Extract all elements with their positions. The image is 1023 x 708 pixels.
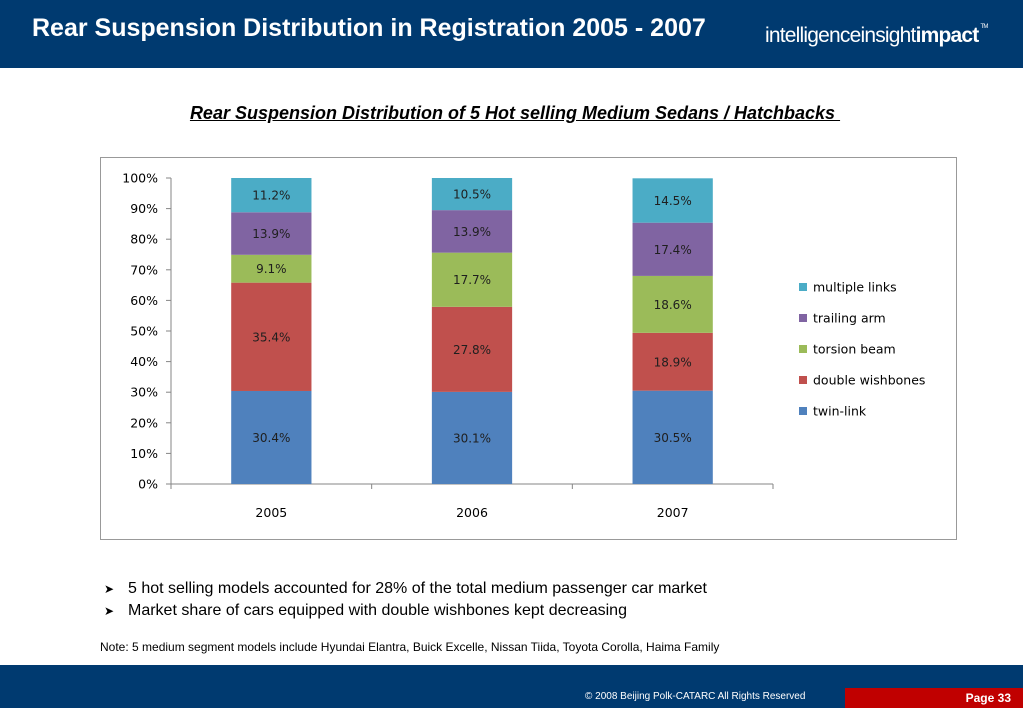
- legend-swatch: [799, 283, 807, 291]
- bar-segment: [231, 178, 312, 213]
- y-tick-label: 100%: [122, 171, 158, 186]
- legend-swatch: [799, 345, 807, 353]
- legend-label: trailing arm: [813, 311, 886, 326]
- data-label: 30.1%: [453, 431, 491, 445]
- data-label: 17.4%: [654, 243, 692, 257]
- bar-segment: [231, 390, 312, 484]
- chart-frame: 0% 10% 20% 30% 40% 50% 60% 70% 80% 90% 100% 2005 30.…: [100, 157, 957, 540]
- legend-label: torsion beam: [813, 342, 896, 357]
- bar-segment: [632, 332, 713, 391]
- data-label: 17.7%: [453, 273, 491, 287]
- y-tick-label: 60%: [130, 293, 158, 308]
- y-tick-label: 30%: [130, 385, 158, 400]
- data-label: 27.8%: [453, 343, 491, 357]
- bullet-text: Market share of cars equipped with doubl…: [128, 602, 627, 619]
- bar-segment: [632, 275, 713, 333]
- bar-segment: [431, 178, 513, 211]
- logo-text-intelligence: intelligence: [765, 24, 861, 47]
- bar-segment: [632, 178, 713, 223]
- y-tick-label: 90%: [130, 201, 158, 216]
- bar-segment: [632, 390, 713, 484]
- legend-swatch: [799, 376, 807, 384]
- bar-segment: [231, 282, 312, 391]
- data-label: 30.4%: [252, 431, 290, 445]
- y-tick-label: 80%: [130, 232, 158, 247]
- x-tick-label: 2005: [255, 505, 287, 520]
- bullet-item: ➤ 5 hot selling models accounted for 28%…: [104, 578, 707, 600]
- copyright-text: © 2008 Beijing Polk-CATARC All Rights Re…: [585, 691, 806, 702]
- page-number-box: Page 33: [845, 688, 1023, 708]
- x-tick-label: 2006: [456, 505, 488, 520]
- data-label: 11.2%: [252, 189, 290, 203]
- bar-segment: [431, 210, 513, 253]
- bar-segment: [632, 222, 713, 276]
- logo-text-impact: impact: [915, 24, 980, 47]
- data-label: 14.5%: [654, 194, 692, 208]
- header-bar: Rear Suspension Distribution in Registra…: [0, 0, 1023, 68]
- slide-title: Rear Suspension Distribution in Registra…: [32, 14, 706, 42]
- logo-text-insight: insight: [860, 24, 916, 47]
- chart-title: Rear Suspension Distribution of 5 Hot se…: [189, 103, 841, 123]
- legend-label: double wishbones: [813, 373, 925, 388]
- arrow-bullet-icon: ➤: [104, 604, 115, 618]
- arrow-bullet-icon: ➤: [104, 582, 115, 596]
- bullet-list: ➤ 5 hot selling models accounted for 28%…: [104, 578, 707, 622]
- data-label: 30.5%: [654, 431, 692, 445]
- legend-swatch: [799, 314, 807, 322]
- data-label: 18.6%: [654, 298, 692, 312]
- page-number: Page 33: [965, 691, 1011, 705]
- legend-label: multiple links: [813, 280, 897, 295]
- bar-segment: [431, 306, 513, 392]
- bar-segment: [231, 254, 312, 283]
- footnote: Note: 5 medium segment models include Hy…: [100, 640, 720, 654]
- y-tick-label: 50%: [130, 324, 158, 339]
- bar-segment: [431, 252, 513, 307]
- data-label: 35.4%: [252, 330, 290, 344]
- company-logo: intelligenceinsightimpact TM: [765, 24, 988, 48]
- bar-segment: [231, 212, 312, 255]
- logo-trademark: TM: [980, 24, 988, 30]
- stacked-bar-chart: 0% 10% 20% 30% 40% 50% 60% 70% 80% 90% 100% 2005 30.…: [122, 171, 925, 521]
- data-label: 9.1%: [256, 262, 287, 276]
- legend-label: twin-link: [813, 404, 867, 419]
- bullet-text: 5 hot selling models accounted for 28% o…: [128, 580, 707, 597]
- data-label: 18.9%: [654, 355, 692, 369]
- y-tick-label: 40%: [130, 354, 158, 369]
- y-tick-label: 20%: [130, 415, 158, 430]
- bar-segment: [431, 391, 513, 484]
- data-label: 10.5%: [453, 188, 491, 202]
- data-label: 13.9%: [453, 225, 491, 239]
- data-label: 13.9%: [252, 227, 290, 241]
- y-tick-label: 0%: [138, 477, 158, 492]
- y-tick-label: 10%: [130, 446, 158, 461]
- bullet-item: ➤ Market share of cars equipped with dou…: [104, 600, 707, 622]
- legend-swatch: [799, 407, 807, 415]
- y-tick-label: 70%: [130, 262, 158, 277]
- x-tick-label: 2007: [657, 505, 689, 520]
